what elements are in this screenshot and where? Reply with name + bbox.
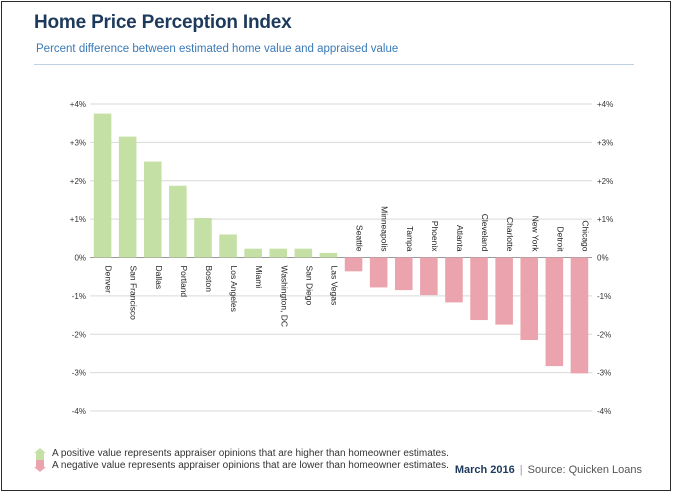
bar [294,248,313,258]
y-tick-label-left: +1% [70,215,86,224]
y-tick-label-right: 0% [597,254,609,263]
y-tick-label-right: +2% [597,177,613,186]
y-tick-label-left: +2% [70,177,86,186]
y-tick-label-left: +4% [70,100,86,109]
bar [545,257,564,367]
bar [520,257,539,341]
bar [244,248,262,258]
bar [143,161,162,258]
y-tick-label-right: -4% [597,407,611,416]
x-category-label: Chicago [580,220,590,251]
x-category-label: Boston [204,266,214,293]
footer-separator: | [519,464,523,476]
y-tick-label-right: -2% [597,330,611,339]
x-category-label: Phoenix [430,221,440,252]
source-credit: Source: Quicken Loans [527,464,642,476]
y-tick-label-left: -4% [72,407,86,416]
x-category-label: Seattle [355,225,365,252]
bar [93,113,112,258]
x-category-label: Cleveland [480,214,490,252]
bar [495,257,513,325]
bar [445,257,463,303]
bar [570,257,589,374]
x-category-label: Dallas [154,266,164,290]
x-category-label: Tampa [405,226,415,252]
bar [344,257,363,272]
x-category-label: Los Angeles [229,266,239,312]
y-tick-label-left: -3% [72,369,86,378]
y-tick-label-right: -3% [597,369,611,378]
x-category-label: Washington, DC [279,266,289,328]
bar [269,248,288,258]
x-category-label: Portland [179,266,189,298]
x-category-label: Minneapolis [380,206,390,251]
negative-house-icon [34,460,46,472]
report-date: March 2016 [454,464,515,476]
y-tick-label-left: -2% [72,330,86,339]
legend-positive-text: A positive value represents appraiser op… [52,448,449,459]
bar [420,257,438,296]
x-category-label: New York [530,216,540,253]
chart-title: Home Price Perception Index [34,12,292,33]
y-tick-label-right: +1% [597,215,613,224]
bar [219,234,237,258]
title-divider [34,64,634,65]
x-category-label: Atlanta [455,225,465,252]
y-tick-label-right: -1% [597,292,611,301]
x-category-label: Las Vegas [329,266,339,306]
y-tick-label-right: +3% [597,138,613,147]
x-category-label: San Francisco [129,266,139,321]
x-category-label: Detroit [555,226,565,252]
x-category-label: Denver [104,266,114,294]
bar [470,257,488,321]
bar [118,136,137,258]
legend-negative-text: A negative value represents appraiser op… [52,460,449,471]
bar [169,185,187,258]
footer: March 2016 | Source: Quicken Loans [455,464,642,476]
y-tick-label-left: 0% [74,254,86,263]
chart-subtitle: Percent difference between estimated hom… [36,43,399,55]
x-category-label: Charlotte [505,217,515,252]
positive-house-icon [34,448,46,460]
y-tick-label-right: +4% [597,100,613,109]
x-category-label: San Diego [304,266,314,306]
bar [369,257,388,288]
bar [319,252,338,258]
bar [394,257,413,291]
y-tick-label-left: +3% [70,138,86,147]
bar [194,217,212,258]
x-category-label: Miami [254,266,264,289]
y-tick-label-left: -1% [72,292,86,301]
